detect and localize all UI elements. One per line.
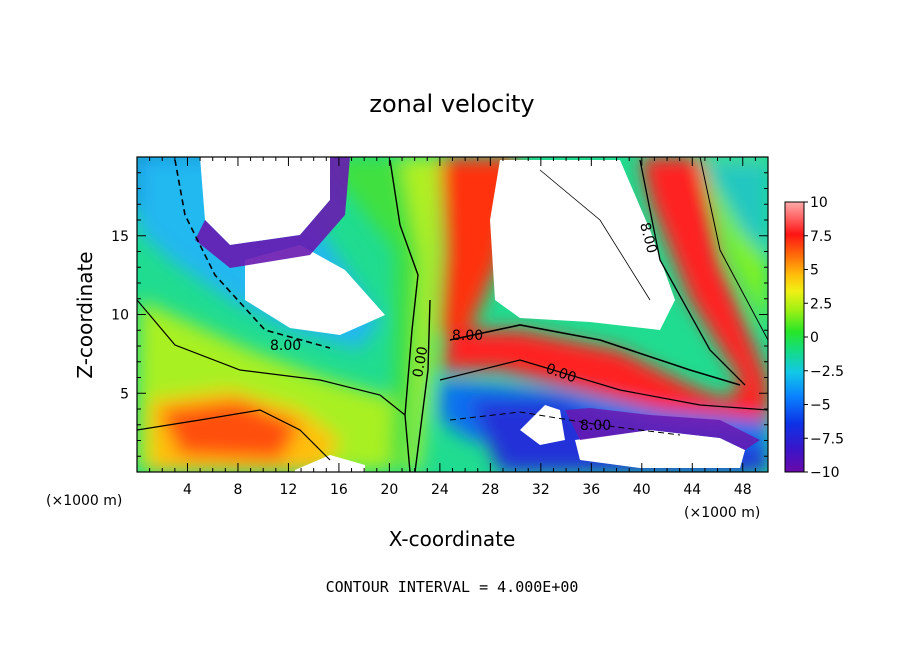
y-axis-label: Z-coordinate — [73, 251, 97, 378]
colorbar-tick-label: 7.5 — [810, 229, 832, 245]
colorbar — [784, 201, 805, 473]
region-high — [490, 160, 675, 330]
y-tick-label: 10 — [111, 308, 129, 324]
region-low-mid — [245, 245, 385, 335]
y-tick-label: 15 — [111, 229, 129, 245]
x-tick-label: 12 — [280, 482, 298, 498]
x-tick-label: 36 — [582, 482, 600, 498]
x-unit-label-right: (×1000 m) — [684, 505, 760, 521]
contour-label: 8.00 — [636, 221, 660, 255]
y-tick-label: 5 — [120, 386, 129, 402]
contour-interval-note: CONTOUR INTERVAL = 4.000E+00 — [326, 578, 579, 596]
x-tick-label: 48 — [734, 482, 752, 498]
region-low-left — [200, 157, 330, 245]
x-tick-label: 32 — [532, 482, 550, 498]
contour-label: 8.00 — [270, 338, 301, 354]
contour-label: 8.00 — [452, 328, 483, 344]
velocity-field — [137, 157, 768, 472]
region-low-bottom-right — [575, 430, 745, 468]
colorbar-tick-label: 0 — [810, 330, 819, 346]
contour-lines — [137, 157, 768, 472]
colorbar-ticks: 10 7.5 5 2.5 0 −2.5 −5 −7.5 −10 — [804, 195, 844, 481]
contour-label: 0.00 — [410, 345, 431, 378]
contour-labels: 8.00 0.00 8.00 0.00 8.00 8.00 — [270, 221, 660, 434]
colorbar-tick-label: −5 — [810, 398, 831, 414]
region-center-bottom — [295, 455, 365, 472]
x-axis-label: X-coordinate — [389, 527, 516, 551]
chart-title: zonal velocity — [369, 90, 534, 118]
x-tick-label: 24 — [431, 482, 449, 498]
y-axis: 5 10 15 — [111, 172, 768, 457]
colorbar-tick-label: 2.5 — [810, 296, 832, 312]
colorbar-tick-label: −10 — [810, 465, 840, 481]
x-tick-label: 40 — [633, 482, 651, 498]
x-tick-label: 28 — [481, 482, 499, 498]
x-tick-label: 44 — [683, 482, 701, 498]
x-unit-label: (×1000 m) — [46, 493, 122, 509]
x-tick-label: 8 — [233, 482, 242, 498]
colorbar-tick-label: −2.5 — [810, 364, 844, 380]
x-tick-label: 16 — [330, 482, 348, 498]
x-tick-label: 4 — [183, 482, 192, 498]
x-tick-label: 20 — [380, 482, 398, 498]
colorbar-tick-label: 10 — [810, 195, 828, 211]
region-low-bottom — [520, 405, 565, 445]
x-axis: 4 8 12 16 20 24 28 32 36 40 44 48 — [149, 157, 756, 498]
contour-label: 8.00 — [580, 418, 611, 434]
colorbar-tick-label: 5 — [810, 263, 819, 279]
colorbar-tick-label: −7.5 — [810, 431, 844, 447]
